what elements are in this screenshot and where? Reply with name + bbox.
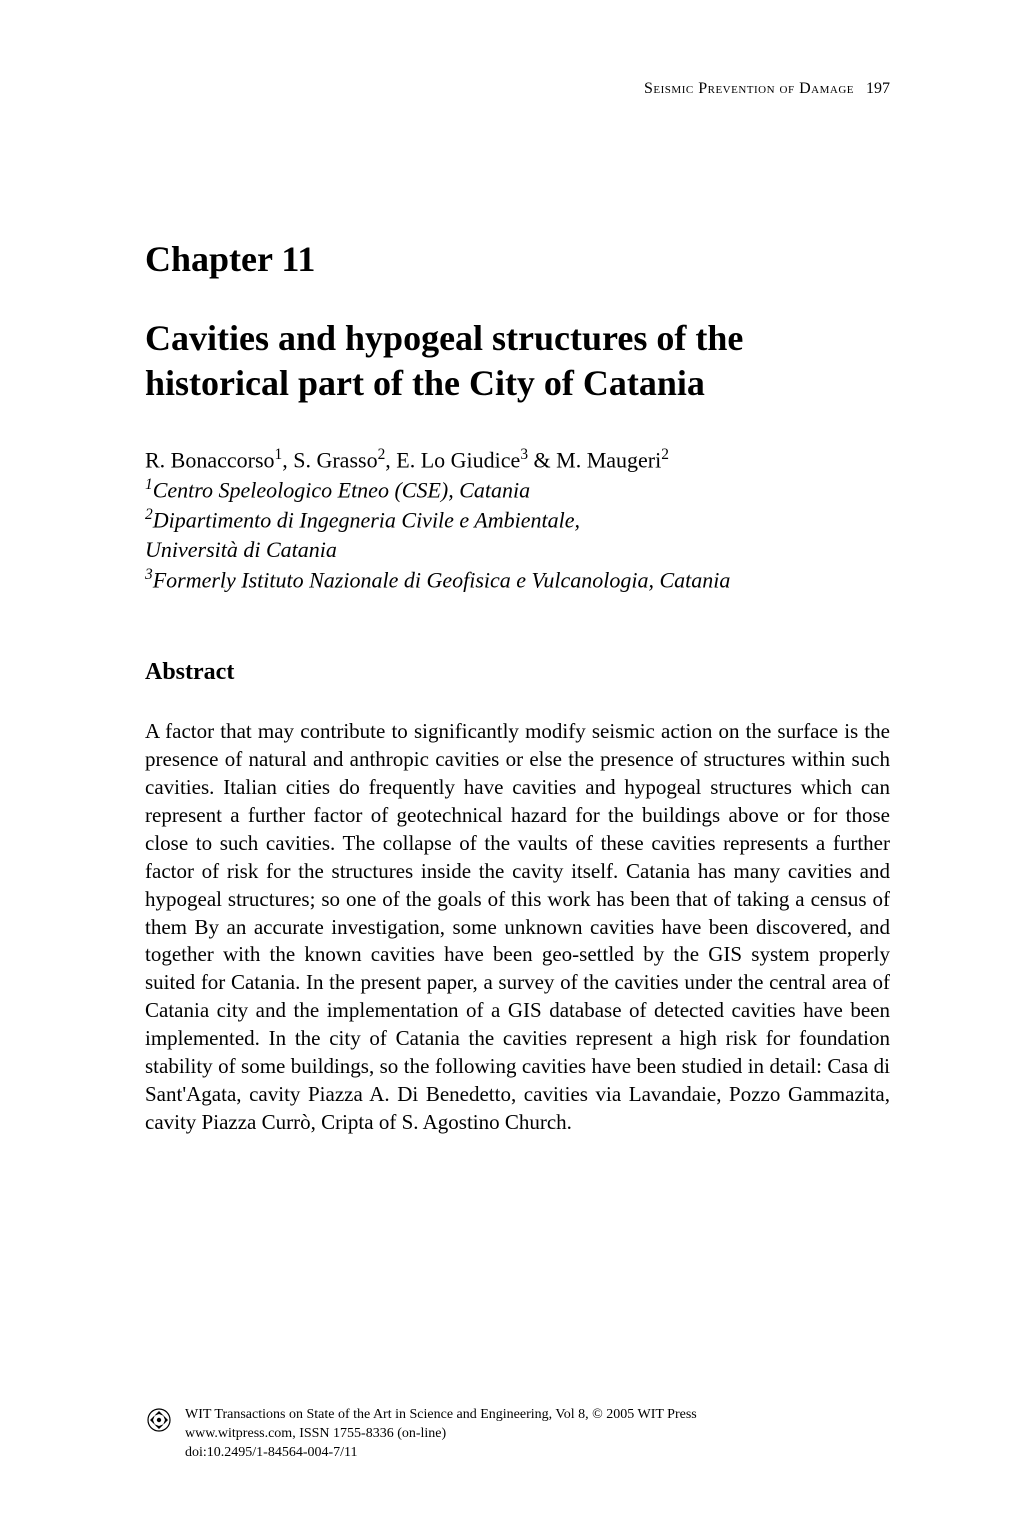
chapter-label: Chapter 11 — [145, 238, 890, 280]
chapter-title: Cavities and hypogeal structures of the … — [145, 316, 890, 406]
affiliation-line: Università di Catania — [145, 535, 890, 565]
affiliation-line: 1Centro Speleologico Etneo (CSE), Catani… — [145, 475, 890, 505]
author-list: R. Bonaccorso1, S. Grasso2, E. Lo Giudic… — [145, 446, 890, 473]
footer-line: www.witpress.com, ISSN 1755-8336 (on-lin… — [185, 1425, 697, 1444]
affiliation-line: 3Formerly Istituto Nazionale di Geofisic… — [145, 565, 890, 595]
footer-line: WIT Transactions on State of the Art in … — [185, 1406, 697, 1425]
chapter-title-line-1: Cavities and hypogeal structures of the — [145, 318, 743, 358]
abstract-body: A factor that may contribute to signific… — [145, 718, 890, 1137]
affiliation-line: 2Dipartimento di Ingegneria Civile e Amb… — [145, 505, 890, 535]
running-header-page-number: 197 — [866, 80, 890, 97]
running-header-title: Seismic Prevention of Damage — [644, 80, 854, 97]
abstract-heading: Abstract — [145, 659, 890, 686]
footer-text: WIT Transactions on State of the Art in … — [185, 1406, 697, 1463]
chapter-title-line-2: historical part of the City of Catania — [145, 363, 705, 403]
affiliations: 1Centro Speleologico Etneo (CSE), Catani… — [145, 475, 890, 595]
running-header: Seismic Prevention of Damage 197 — [145, 80, 890, 98]
publisher-logo-icon — [145, 1406, 173, 1439]
page-container: Seismic Prevention of Damage 197 Chapter… — [0, 0, 1020, 1513]
footer-line: doi:10.2495/1-84564-004-7/11 — [185, 1444, 697, 1463]
footer: WIT Transactions on State of the Art in … — [145, 1406, 890, 1463]
